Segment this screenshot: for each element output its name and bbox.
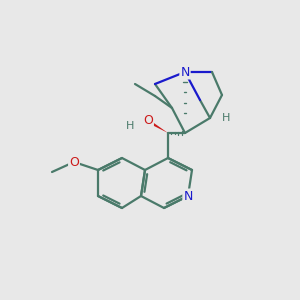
Text: O: O	[69, 155, 79, 169]
Text: N: N	[183, 190, 193, 202]
Text: H: H	[126, 121, 134, 131]
Text: H: H	[222, 113, 230, 123]
Text: O: O	[143, 115, 153, 128]
Polygon shape	[147, 119, 168, 133]
Text: N: N	[180, 65, 190, 79]
